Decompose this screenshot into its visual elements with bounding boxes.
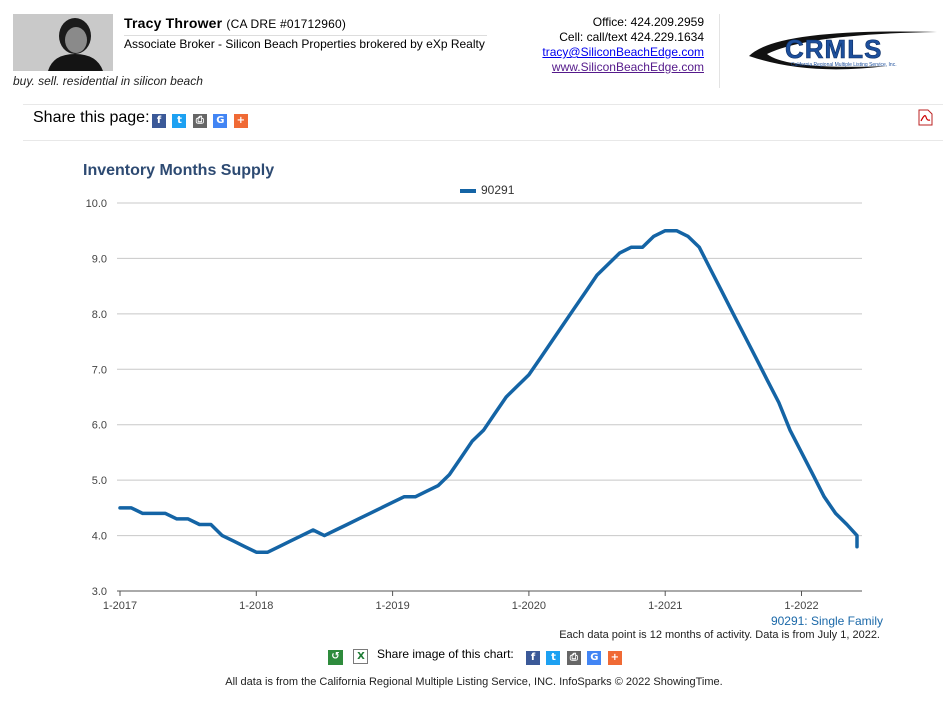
image-share-label: Share image of this chart: xyxy=(377,647,514,661)
contact-info: Office: 424.209.2959 Cell: call/text 424… xyxy=(542,15,704,75)
image-share-icons: f t ⎙ G + xyxy=(526,647,622,665)
y-tick-label: 5.0 xyxy=(92,475,107,487)
chart-title: Inventory Months Supply xyxy=(83,162,275,179)
cell-phone: Cell: call/text 424.229.1634 xyxy=(559,30,704,44)
plus-icon[interactable]: + xyxy=(233,114,248,128)
series-line-90291[interactable] xyxy=(118,228,859,554)
twitter-icon[interactable]: t xyxy=(546,651,561,665)
series-caption: 90291: Single Family xyxy=(770,614,883,628)
footer-credit: All data is from the California Regional… xyxy=(225,676,723,688)
data-note: Each data point is 12 months of activity… xyxy=(559,629,880,641)
x-tick-label: 1-2021 xyxy=(648,600,682,612)
email-link[interactable]: tracy@SiliconBeachEdge.com xyxy=(542,45,704,59)
logo-text: CRMLS xyxy=(785,34,882,64)
y-tick-label: 3.0 xyxy=(92,586,107,598)
share-page-icons: f t ⎙ G + xyxy=(152,110,248,128)
legend-swatch xyxy=(460,188,476,193)
x-tick-label: 1-2022 xyxy=(784,600,818,612)
x-tick-label: 1-2017 xyxy=(103,600,137,612)
image-share-buttons: ↺ X xyxy=(328,646,369,665)
x-tick-label: 1-2020 xyxy=(512,600,546,612)
facebook-icon[interactable]: f xyxy=(152,114,166,128)
agent-tagline: buy. sell. residential in silicon beach xyxy=(13,74,203,88)
website-link[interactable]: www.SiliconBeachEdge.com xyxy=(551,60,704,74)
crmls-logo: CRMLS California Regional Multiple Listi… xyxy=(747,26,939,74)
divider-top xyxy=(23,104,943,105)
agent-license: (CA DRE #01712960) xyxy=(226,17,347,31)
google-icon[interactable]: G xyxy=(213,114,228,128)
share-page-label: Share this page: xyxy=(33,109,150,126)
agent-name-text: Tracy Thrower xyxy=(124,15,223,31)
share-icon[interactable]: ↺ xyxy=(328,650,343,665)
divider-bottom xyxy=(23,140,943,141)
y-tick-label: 6.0 xyxy=(92,420,107,432)
facebook-icon[interactable]: f xyxy=(526,651,540,665)
print-icon[interactable]: ⎙ xyxy=(566,651,581,665)
y-tick-label: 8.0 xyxy=(92,309,107,321)
agent-name: Tracy Thrower (CA DRE #01712960) xyxy=(124,15,346,31)
excel-icon[interactable]: X xyxy=(353,649,369,664)
y-tick-label: 9.0 xyxy=(92,253,107,265)
legend-label: 90291 xyxy=(481,183,515,197)
logo-subtext: California Regional Multiple Listing Ser… xyxy=(791,62,897,68)
chart-legend[interactable]: 90291 xyxy=(460,183,514,197)
y-tick-label: 7.0 xyxy=(92,364,107,376)
x-tick-label: 1-2018 xyxy=(239,600,273,612)
agent-title: Associate Broker - Silicon Beach Propert… xyxy=(124,35,487,51)
pdf-icon[interactable] xyxy=(917,109,933,126)
google-icon[interactable]: G xyxy=(587,651,602,665)
print-icon[interactable]: ⎙ xyxy=(192,114,207,128)
office-phone: Office: 424.209.2959 xyxy=(592,15,704,29)
x-tick-label: 1-2019 xyxy=(375,600,409,612)
header-divider xyxy=(719,14,720,88)
twitter-icon[interactable]: t xyxy=(172,114,187,128)
y-tick-label: 4.0 xyxy=(92,531,107,543)
agent-photo xyxy=(13,14,113,71)
plus-icon[interactable]: + xyxy=(607,651,622,665)
y-tick-label: 10.0 xyxy=(86,198,107,210)
